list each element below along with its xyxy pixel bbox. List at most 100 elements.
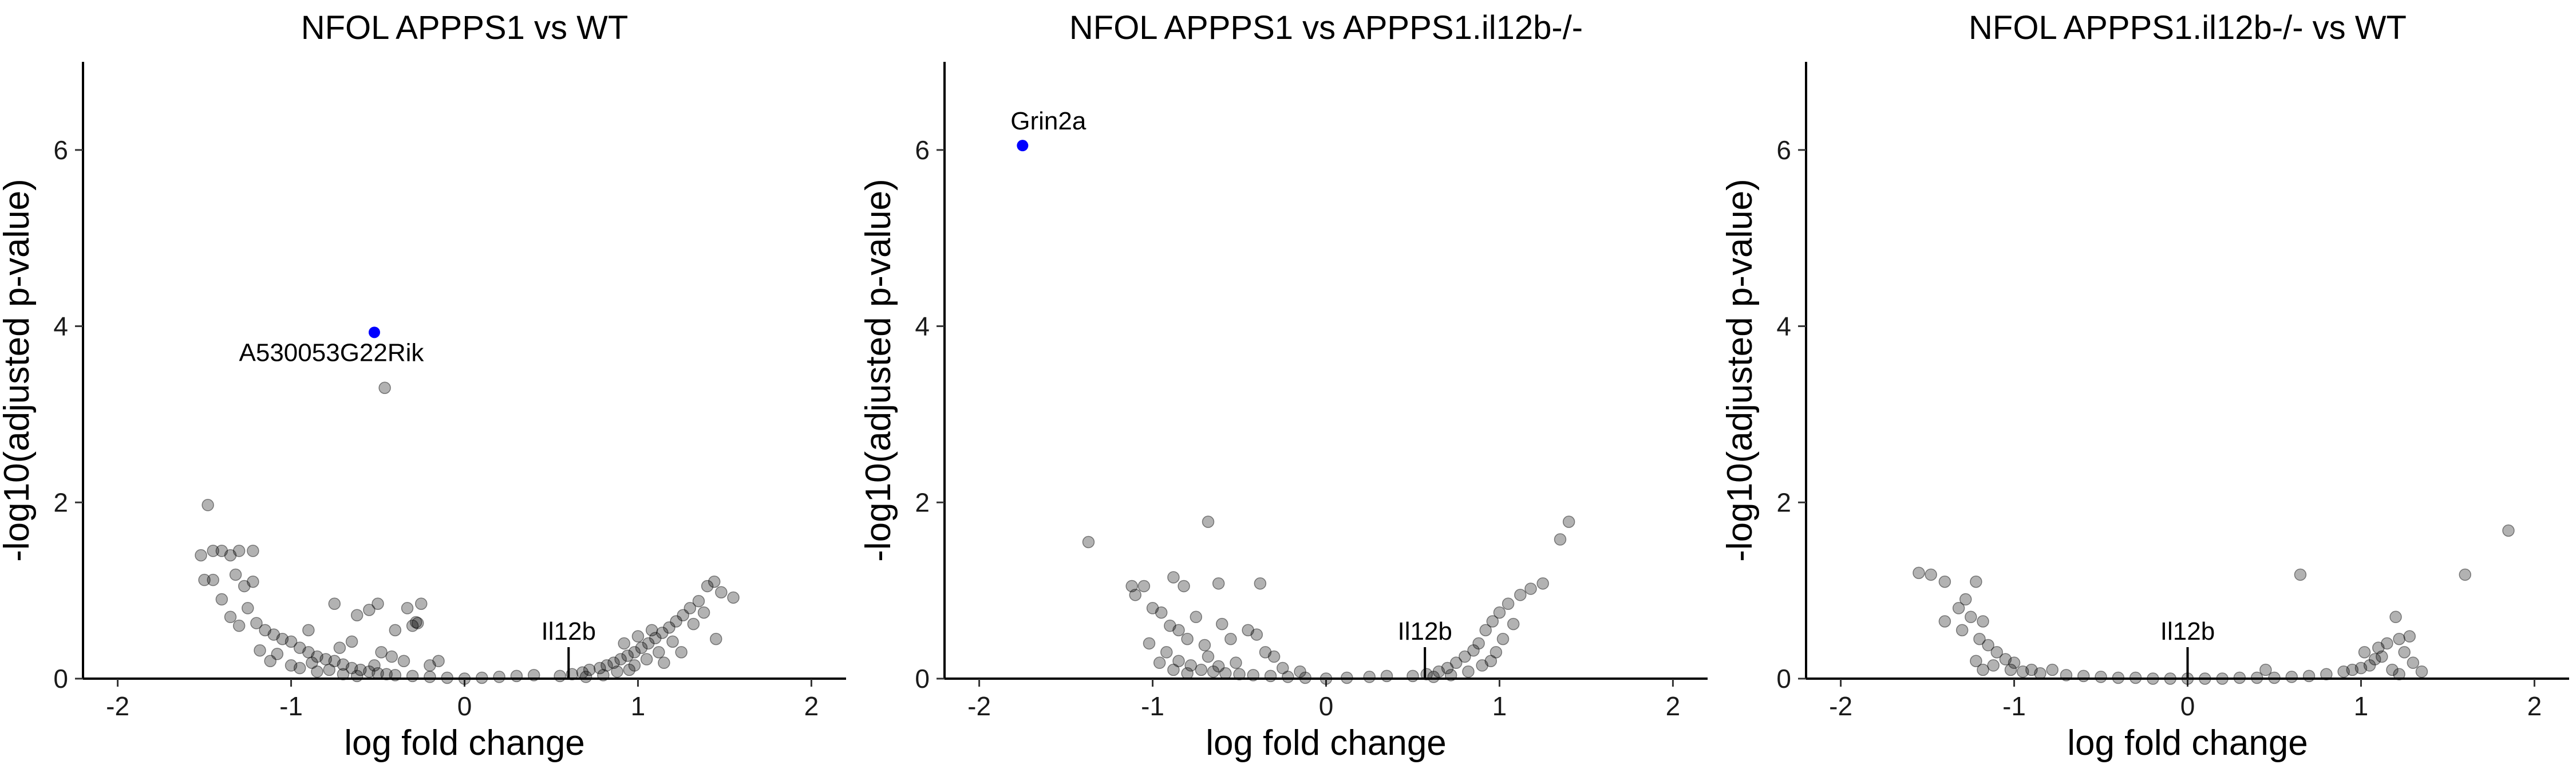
data-point <box>302 646 315 659</box>
data-point <box>1970 576 1982 588</box>
data-point <box>697 606 710 619</box>
data-point <box>600 659 613 672</box>
data-point <box>628 646 641 659</box>
highlighted-gene-label: A530053G22Rik <box>239 338 425 367</box>
data-point <box>271 648 284 660</box>
panel-2: NFOL APPPS1 vs APPPS1.il12b-/- -2 -1 0 1 2 0 2 4… <box>859 9 1708 763</box>
data-point <box>259 624 271 637</box>
data-point <box>2199 672 2211 685</box>
data-point <box>1502 597 1515 610</box>
data-point <box>1554 533 1567 546</box>
data-point <box>1444 669 1457 682</box>
data-point <box>2502 524 2515 537</box>
panel-title: NFOL APPPS1 vs APPPS1.il12b-/- <box>1069 9 1583 46</box>
data-points <box>1082 515 1575 685</box>
data-point <box>1486 615 1499 628</box>
data-point <box>1167 663 1180 676</box>
data-point <box>2016 665 2029 678</box>
data-point <box>715 586 728 598</box>
data-point <box>389 624 402 637</box>
data-point <box>1267 650 1281 663</box>
data-point <box>1406 669 1419 683</box>
panel-title: NFOL APPPS1.il12b-/- vs WT <box>1969 9 2407 46</box>
y-tick-label: 0 <box>53 664 68 694</box>
data-point <box>1167 571 1180 584</box>
data-point <box>527 669 540 682</box>
data-point <box>2095 671 2107 683</box>
x-tick-label: 2 <box>804 691 819 721</box>
data-point <box>2034 667 2046 680</box>
data-point <box>2346 663 2359 676</box>
data-point <box>1181 667 1194 680</box>
data-point <box>397 655 410 667</box>
y-tick-label: 6 <box>1776 135 1791 165</box>
data-point <box>635 641 648 654</box>
data-point <box>1938 576 1951 588</box>
data-point <box>1137 580 1151 593</box>
x-axis-title: log fold change <box>1206 723 1447 763</box>
data-point <box>1125 580 1138 593</box>
data-point <box>238 580 251 593</box>
data-point <box>1955 624 1969 637</box>
data-point <box>1913 566 1925 580</box>
data-point <box>2368 653 2381 665</box>
data-point <box>1164 619 1176 632</box>
data-point <box>2216 672 2229 685</box>
data-point <box>285 635 298 648</box>
data-point <box>656 627 669 639</box>
x-tick-label: -2 <box>1829 691 1852 721</box>
data-point <box>1212 577 1225 590</box>
data-point <box>1224 633 1237 645</box>
highlighted-point <box>368 326 380 338</box>
data-point <box>579 671 592 683</box>
data-point <box>2294 568 2307 581</box>
data-point <box>380 668 393 681</box>
panel-title: NFOL APPPS1 vs WT <box>301 9 629 46</box>
data-point <box>247 545 259 557</box>
highlighted-point <box>1017 140 1029 152</box>
y-tick-label: 2 <box>1776 487 1791 517</box>
data-point <box>285 659 298 672</box>
data-points <box>1913 524 2515 685</box>
y-axis-title: -log10(adjusted p-value) <box>859 179 898 562</box>
data-point <box>458 672 471 685</box>
data-point <box>1181 633 1194 645</box>
data-point <box>2164 672 2176 685</box>
data-point <box>1959 593 1972 606</box>
x-tick-label: 1 <box>1492 691 1507 721</box>
data-point <box>432 655 445 667</box>
data-point <box>658 656 670 669</box>
data-point <box>1233 668 1246 681</box>
data-point <box>1172 624 1185 637</box>
il12b-label: Il12b <box>2160 617 2215 645</box>
data-point <box>1155 606 1168 619</box>
data-point <box>597 669 610 682</box>
data-point <box>677 609 689 621</box>
data-point <box>649 632 662 644</box>
data-point <box>576 666 589 679</box>
data-point <box>406 669 419 683</box>
y-axis-title: -log10(adjusted p-value) <box>1720 179 1760 562</box>
data-point <box>224 610 237 624</box>
y-tick-label: 0 <box>1776 664 1791 694</box>
x-tick-label: -1 <box>1141 691 1164 721</box>
y-tick-label: 6 <box>53 135 68 165</box>
data-point <box>708 576 721 588</box>
data-point <box>2398 646 2411 659</box>
data-point <box>2112 671 2125 684</box>
data-point <box>1925 568 1937 581</box>
data-point <box>1562 515 1575 528</box>
data-point <box>1195 663 1208 676</box>
data-point <box>1973 633 1986 645</box>
data-point <box>345 635 358 648</box>
y-tick-label: 4 <box>53 312 68 341</box>
data-point <box>1514 589 1527 601</box>
data-point <box>441 671 453 684</box>
data-point <box>276 633 289 645</box>
data-point <box>2372 641 2385 654</box>
data-point <box>1294 665 1306 678</box>
data-point <box>2407 656 2420 669</box>
data-point <box>2415 665 2428 678</box>
data-point <box>645 624 658 637</box>
data-point <box>2459 568 2471 581</box>
